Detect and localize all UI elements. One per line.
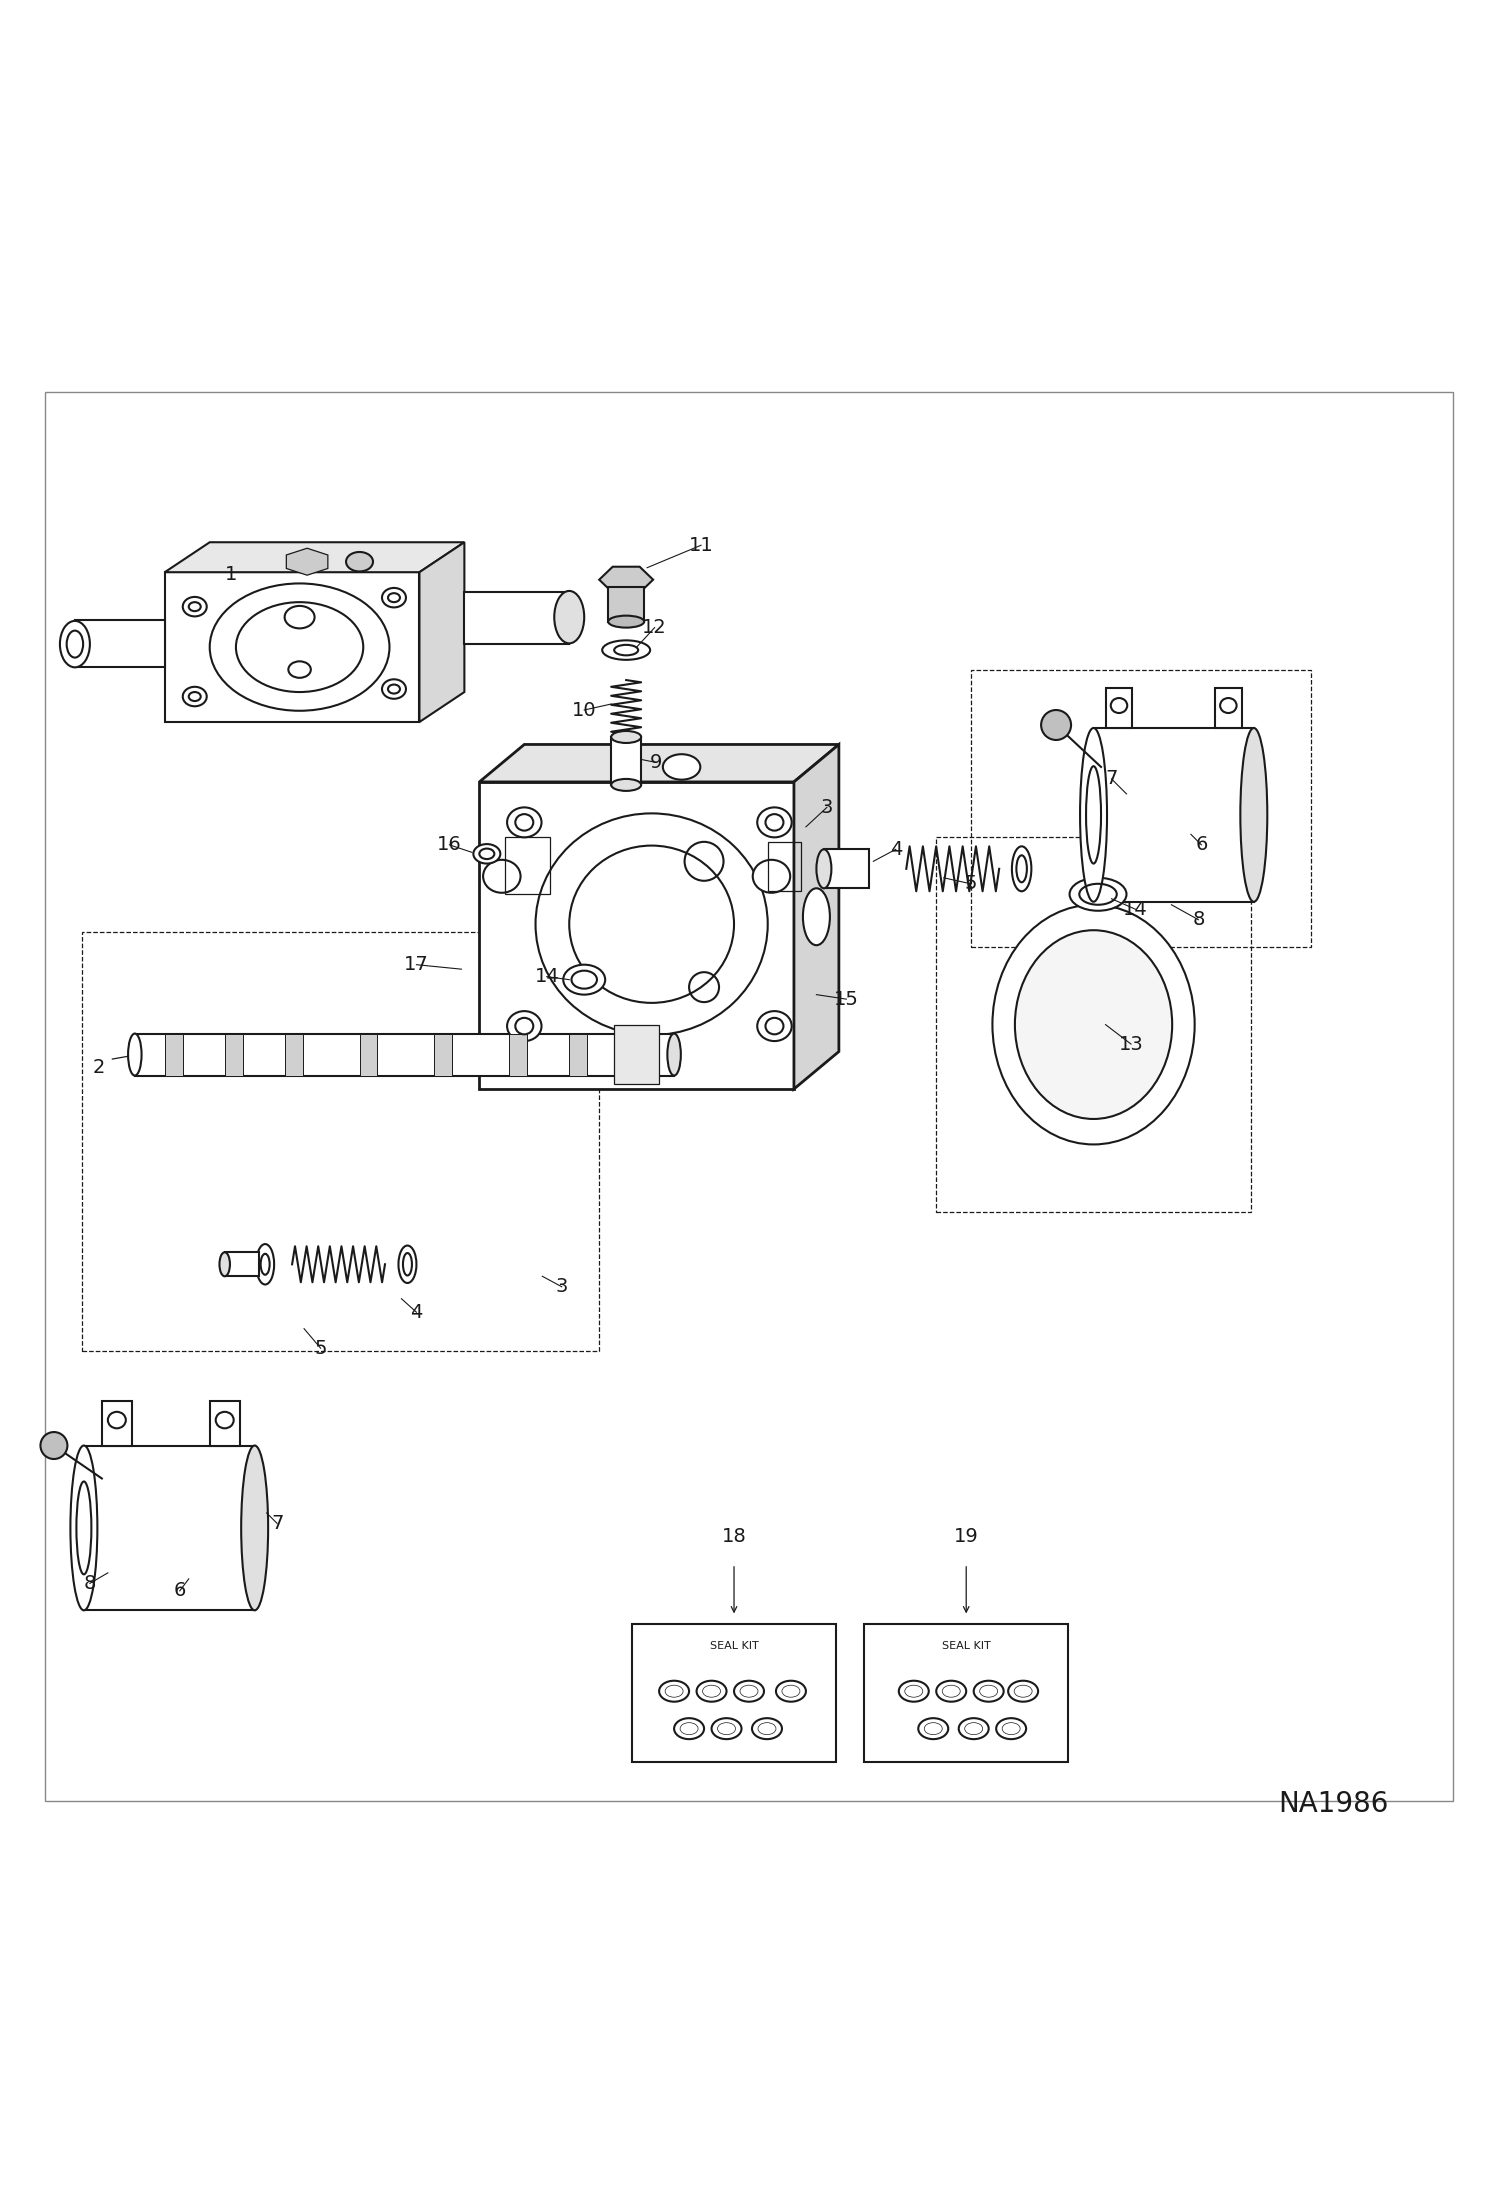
Ellipse shape [210, 583, 389, 711]
Polygon shape [611, 737, 641, 785]
Ellipse shape [183, 596, 207, 616]
Ellipse shape [992, 906, 1195, 1145]
Text: 14: 14 [1124, 899, 1147, 919]
Polygon shape [464, 592, 569, 645]
Text: 18: 18 [722, 1526, 746, 1546]
Text: 7: 7 [271, 1513, 283, 1533]
Ellipse shape [611, 730, 641, 743]
Ellipse shape [473, 844, 500, 864]
Polygon shape [285, 1033, 303, 1075]
Polygon shape [509, 1033, 527, 1075]
Polygon shape [165, 1033, 183, 1075]
Polygon shape [419, 542, 464, 721]
Polygon shape [225, 1252, 259, 1276]
Ellipse shape [608, 616, 644, 627]
Text: 2: 2 [93, 1057, 105, 1077]
Polygon shape [794, 743, 839, 1090]
Ellipse shape [611, 779, 641, 792]
Ellipse shape [241, 1445, 268, 1610]
Polygon shape [102, 1401, 132, 1445]
Ellipse shape [382, 680, 406, 700]
Polygon shape [569, 1033, 587, 1075]
Ellipse shape [70, 1445, 97, 1610]
Ellipse shape [602, 640, 650, 660]
Ellipse shape [1240, 728, 1267, 901]
Text: 3: 3 [556, 1276, 568, 1296]
Polygon shape [434, 1033, 452, 1075]
Ellipse shape [60, 621, 90, 667]
Ellipse shape [816, 849, 831, 888]
Text: 5: 5 [315, 1338, 327, 1357]
Polygon shape [75, 621, 165, 667]
Ellipse shape [667, 1033, 680, 1075]
Text: 10: 10 [572, 700, 596, 719]
Polygon shape [479, 783, 794, 1090]
Text: SEAL KIT: SEAL KIT [942, 1640, 990, 1651]
Polygon shape [614, 1033, 632, 1075]
Ellipse shape [1016, 930, 1171, 1118]
Ellipse shape [382, 588, 406, 607]
Ellipse shape [1070, 877, 1126, 910]
Text: 8: 8 [1192, 910, 1204, 930]
Polygon shape [1106, 689, 1132, 728]
Ellipse shape [1013, 846, 1031, 890]
Text: 6: 6 [174, 1581, 186, 1601]
Text: 3: 3 [821, 798, 833, 816]
Polygon shape [824, 849, 869, 888]
Ellipse shape [256, 1243, 274, 1285]
Text: 19: 19 [954, 1526, 978, 1546]
Ellipse shape [554, 590, 584, 643]
Ellipse shape [398, 1246, 416, 1283]
Ellipse shape [536, 814, 767, 1035]
Text: 11: 11 [689, 535, 713, 555]
Text: 14: 14 [535, 967, 559, 987]
Text: 13: 13 [1119, 1035, 1143, 1053]
Text: 17: 17 [404, 956, 428, 974]
Ellipse shape [508, 807, 542, 838]
Ellipse shape [752, 860, 791, 893]
Polygon shape [165, 572, 419, 721]
Polygon shape [479, 743, 839, 783]
Circle shape [1041, 711, 1071, 739]
Text: 4: 4 [890, 840, 902, 860]
Polygon shape [360, 1033, 377, 1075]
Polygon shape [286, 548, 328, 575]
Polygon shape [1215, 689, 1242, 728]
Ellipse shape [662, 754, 701, 781]
Text: 9: 9 [650, 752, 662, 772]
Polygon shape [135, 1033, 674, 1075]
Polygon shape [599, 566, 653, 592]
Text: NA1986: NA1986 [1278, 1789, 1389, 1818]
Ellipse shape [183, 686, 207, 706]
Ellipse shape [758, 807, 791, 838]
Polygon shape [210, 1401, 240, 1445]
Text: 4: 4 [410, 1303, 422, 1322]
Text: SEAL KIT: SEAL KIT [710, 1640, 758, 1651]
Ellipse shape [758, 1011, 791, 1042]
Text: 8: 8 [84, 1575, 96, 1592]
Polygon shape [1094, 728, 1254, 901]
Text: 15: 15 [834, 989, 858, 1009]
Ellipse shape [1080, 728, 1107, 901]
Circle shape [40, 1432, 67, 1458]
Polygon shape [165, 542, 464, 572]
Polygon shape [614, 1024, 659, 1083]
Ellipse shape [803, 888, 830, 945]
Ellipse shape [482, 860, 521, 893]
Text: 16: 16 [437, 836, 461, 855]
Text: 12: 12 [643, 618, 667, 638]
Ellipse shape [346, 553, 373, 572]
Ellipse shape [220, 1252, 231, 1276]
Polygon shape [84, 1445, 255, 1610]
Text: 5: 5 [965, 875, 977, 893]
Polygon shape [225, 1033, 243, 1075]
Text: 7: 7 [1106, 770, 1118, 789]
Text: 1: 1 [225, 564, 237, 583]
Ellipse shape [129, 1033, 141, 1075]
Text: 6: 6 [1195, 836, 1207, 855]
Ellipse shape [508, 1011, 542, 1042]
Polygon shape [608, 588, 644, 621]
Ellipse shape [563, 965, 605, 996]
